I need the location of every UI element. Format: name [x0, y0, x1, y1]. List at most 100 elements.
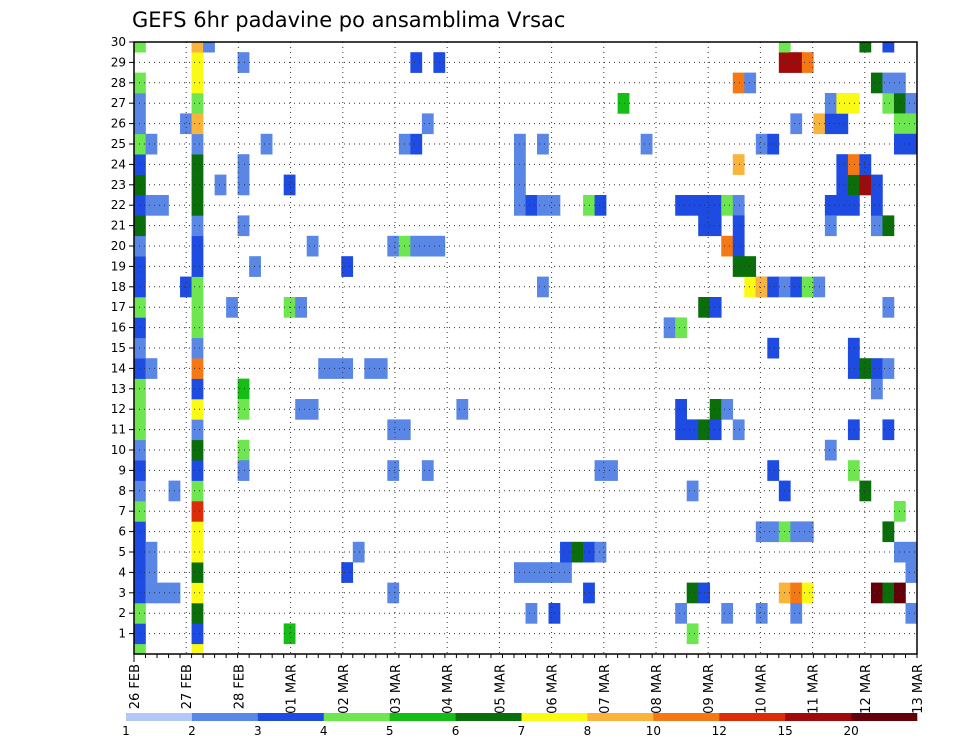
heatmap-cell [375, 358, 388, 379]
heatmap-cell [145, 582, 158, 604]
legend-level-label: 7 [518, 724, 526, 738]
y-tick-label: 22 [111, 198, 126, 212]
heatmap-cell [560, 562, 572, 583]
heatmap-cell [364, 358, 377, 379]
heatmap-cell [191, 460, 204, 481]
legend-level-label: 12 [712, 724, 727, 738]
heatmap-cell [767, 521, 780, 543]
heatmap-cell [709, 195, 722, 216]
heatmap-cell [191, 113, 204, 135]
heatmap-cell [191, 582, 204, 604]
heatmap-cell [191, 42, 204, 53]
heatmap-cell [824, 113, 837, 135]
heatmap-cell [675, 399, 688, 420]
heatmap-cell [237, 439, 250, 461]
heatmap-cell [226, 297, 238, 318]
y-tick-label: 9 [118, 463, 126, 477]
heatmap-cell [387, 235, 400, 257]
heatmap-cell [709, 297, 722, 318]
heatmap-cell [859, 358, 872, 379]
heatmap-cell [249, 256, 261, 277]
heatmap-cell [191, 643, 204, 655]
heatmap-cell [421, 235, 434, 257]
heatmap-cell [675, 603, 688, 624]
heatmap-cell [744, 256, 757, 277]
y-tick-label: 23 [111, 178, 126, 192]
x-tick-label: 10 MAR [754, 664, 769, 714]
legend-level-label: 5 [386, 724, 394, 738]
y-tick-label: 28 [111, 76, 126, 90]
y-tick-label: 13 [111, 382, 126, 396]
heatmap-cell [721, 235, 734, 257]
heatmap-cell [675, 195, 688, 216]
heatmap-cell [537, 562, 549, 583]
heatmap-cell [329, 358, 342, 379]
y-tick-label: 6 [118, 525, 126, 539]
heatmap-cell [824, 93, 837, 114]
y-tick-label: 21 [111, 219, 126, 233]
legend-level-label: 15 [778, 724, 793, 738]
x-tick-label: 12 MAR [859, 664, 874, 714]
y-tick-label: 5 [118, 545, 126, 559]
y-tick-label: 25 [111, 137, 126, 151]
heatmap-cell [640, 133, 653, 155]
heatmap-cell [755, 133, 768, 155]
y-tick-label: 20 [111, 239, 126, 253]
y-tick-label: 27 [111, 96, 126, 110]
heatmap-cell [191, 358, 204, 379]
chart-title: GEFS 6hr padavine po ansamblima Vrsac [132, 8, 565, 32]
heatmap-cell [191, 623, 204, 645]
heatmap-cell [847, 460, 860, 481]
heatmap-cell [836, 154, 849, 175]
heatmap-cell [790, 521, 803, 543]
heatmap-cell [721, 603, 734, 624]
y-tick-label: 11 [111, 423, 126, 437]
legend-swatch [587, 713, 654, 721]
heatmap-cell [732, 215, 745, 237]
heatmap-cell [801, 582, 814, 604]
heatmap-cell [847, 419, 860, 441]
y-tick-label: 3 [118, 586, 126, 600]
heatmap-cell [870, 582, 883, 604]
heatmap-cell [421, 113, 434, 135]
heatmap-cell [870, 358, 883, 379]
heatmap-cell [790, 52, 803, 73]
heatmap-cell [341, 562, 354, 583]
heatmap-cell [571, 541, 584, 563]
y-tick-label: 16 [111, 321, 126, 335]
legend-swatch [521, 713, 588, 721]
heatmap-cell [191, 439, 204, 461]
heatmap-cell [824, 215, 837, 237]
heatmap-cell [905, 133, 918, 155]
heatmap-cell [525, 562, 538, 583]
legend-swatch [389, 713, 456, 721]
heatmap-cell [525, 603, 538, 624]
x-tick-label: 04 MAR [441, 664, 456, 714]
heatmap-cell [882, 419, 895, 441]
heatmap-cell [755, 521, 768, 543]
color-legend: 1 2 3 4 5 6 7 8 10 12 15 20 [122, 713, 918, 738]
y-tick-label: 4 [118, 565, 126, 579]
heatmap-cell [260, 133, 273, 155]
heatmap-cell [686, 623, 699, 645]
heatmap-cell [191, 93, 204, 114]
heatmap-cell [824, 195, 837, 216]
heatmap-cell [859, 174, 872, 196]
heatmap-cell [767, 133, 780, 155]
heatmap-cell [306, 399, 319, 420]
legend-level-label: 4 [320, 724, 328, 738]
heatmap-cell [341, 256, 354, 277]
heatmap-cell [732, 195, 745, 216]
legend-swatch [653, 713, 720, 721]
legend-swatch [785, 713, 852, 721]
heatmap-cell [191, 297, 204, 318]
heatmap-cell [721, 399, 734, 420]
heatmap-cell [675, 317, 688, 339]
heatmap-cell [859, 154, 872, 175]
x-tick-label: 27 FEB [180, 664, 195, 709]
heatmap-cell [191, 501, 204, 522]
heatmap-cell [801, 521, 814, 543]
legend-swatch [257, 713, 325, 721]
heatmap-cell [410, 235, 423, 257]
